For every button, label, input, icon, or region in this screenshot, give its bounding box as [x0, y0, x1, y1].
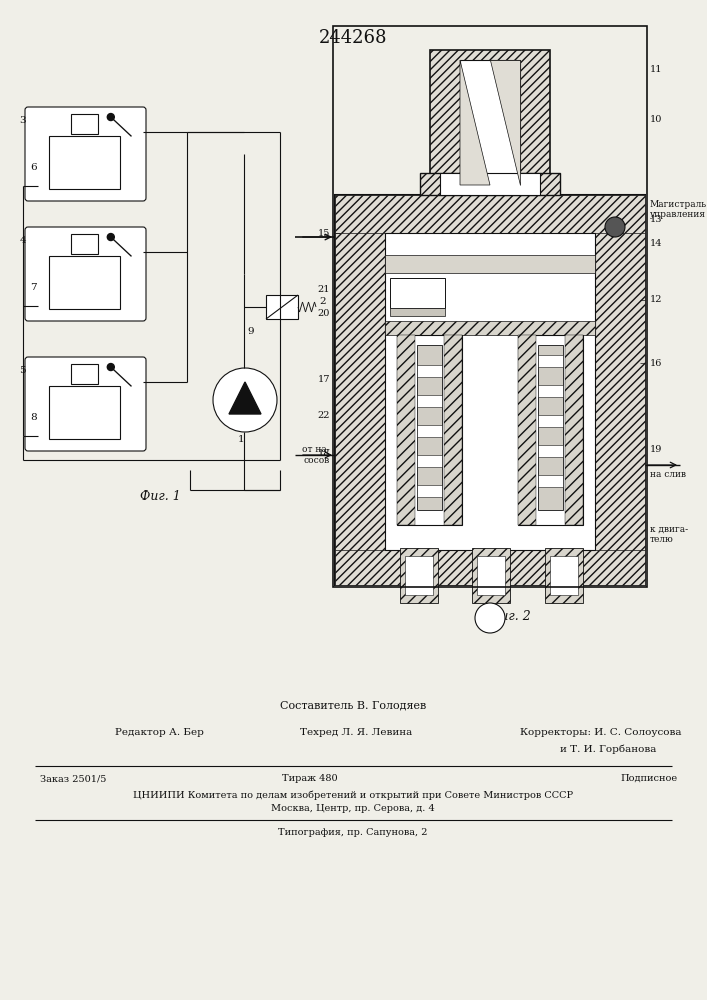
Text: 16: 16 [650, 359, 662, 367]
Circle shape [107, 234, 115, 241]
Bar [49, 386, 120, 439]
Text: 3: 3 [19, 116, 26, 125]
Circle shape [107, 364, 115, 371]
Bar [518, 335, 536, 525]
Bar [400, 548, 438, 603]
Bar [538, 345, 563, 510]
Bar [444, 335, 462, 525]
Text: 13: 13 [650, 216, 662, 225]
Text: и Т. И. Горбанова: и Т. И. Горбанова [560, 745, 656, 754]
Bar [417, 365, 442, 377]
Bar [538, 355, 563, 367]
Bar [417, 425, 442, 437]
Text: Типография, пр. Сапунова, 2: Типография, пр. Сапунова, 2 [279, 828, 428, 837]
Bar [49, 136, 120, 189]
Bar [430, 50, 550, 195]
FancyBboxPatch shape [25, 357, 146, 451]
Bar [71, 364, 98, 384]
Bar [460, 60, 520, 185]
Bar [390, 308, 445, 316]
Text: 10: 10 [650, 115, 662, 124]
Bar [385, 233, 595, 550]
Text: на слив: на слив [650, 470, 686, 479]
Text: 12: 12 [650, 296, 662, 304]
Bar [333, 26, 647, 587]
Text: 18: 18 [317, 448, 330, 458]
Bar [417, 485, 442, 497]
Bar [49, 256, 120, 309]
Bar [335, 195, 645, 585]
Text: 14: 14 [650, 238, 662, 247]
Text: 15: 15 [317, 229, 330, 237]
Text: 2: 2 [319, 297, 326, 306]
Bar [405, 556, 433, 595]
Bar [390, 278, 445, 308]
Text: к двига-
телю: к двига- телю [650, 525, 688, 544]
Text: Заказ 2501/5: Заказ 2501/5 [40, 774, 106, 783]
Bar [385, 321, 595, 335]
Bar [71, 234, 98, 254]
Bar [595, 195, 645, 585]
Text: от на-
сосов: от на- сосов [303, 445, 330, 465]
Text: Составитель В. Голодяев: Составитель В. Голодяев [280, 700, 426, 710]
Bar [335, 195, 645, 233]
Bar [417, 455, 442, 467]
Text: 20: 20 [317, 308, 330, 318]
Bar [420, 173, 560, 195]
Text: 22: 22 [317, 410, 330, 420]
Bar [518, 335, 583, 525]
Bar [538, 475, 563, 487]
Bar [385, 255, 595, 273]
Bar [397, 335, 462, 525]
Text: Техред Л. Я. Левина: Техред Л. Я. Левина [300, 728, 412, 737]
Text: 8: 8 [30, 413, 37, 422]
Text: 11: 11 [650, 66, 662, 75]
Bar [565, 335, 583, 525]
Circle shape [605, 217, 625, 237]
Circle shape [475, 603, 505, 633]
Bar [477, 556, 505, 595]
Text: ЦНИИПИ Комитета по делам изобретений и открытий при Совете Министров СССР: ЦНИИПИ Комитета по делам изобретений и о… [133, 790, 573, 800]
Text: 244268: 244268 [319, 29, 387, 47]
FancyBboxPatch shape [25, 107, 146, 201]
Text: 7: 7 [30, 283, 37, 292]
Text: Редактор А. Бер: Редактор А. Бер [115, 728, 204, 737]
Text: 19: 19 [650, 446, 662, 454]
Bar [538, 385, 563, 397]
Bar [550, 556, 578, 595]
Bar [440, 173, 540, 195]
Text: Москва, Центр, пр. Серова, д. 4: Москва, Центр, пр. Серова, д. 4 [271, 804, 435, 813]
Text: Тираж 480: Тираж 480 [282, 774, 338, 783]
Bar [266, 295, 298, 319]
Text: Фиг. 2: Фиг. 2 [490, 610, 530, 623]
Text: 6: 6 [30, 163, 37, 172]
Text: 9: 9 [247, 328, 254, 336]
Bar [545, 548, 583, 603]
Polygon shape [460, 60, 490, 185]
Circle shape [107, 114, 115, 121]
Bar [397, 335, 415, 525]
Bar [417, 345, 442, 510]
Text: 4: 4 [19, 236, 26, 245]
Circle shape [213, 368, 277, 432]
Text: 1: 1 [238, 435, 245, 444]
Text: Корректоры: И. С. Солоусова: Корректоры: И. С. Солоусова [520, 728, 682, 737]
Text: Подписное: Подписное [620, 774, 677, 783]
FancyBboxPatch shape [25, 227, 146, 321]
Text: 21: 21 [317, 286, 330, 294]
Bar [538, 445, 563, 457]
Text: Фиг. 1: Фиг. 1 [139, 490, 180, 503]
Bar [472, 548, 510, 603]
Bar [538, 415, 563, 427]
Polygon shape [490, 60, 520, 185]
Bar [417, 395, 442, 407]
Text: 5: 5 [19, 366, 26, 375]
Bar [71, 114, 98, 134]
Bar [335, 195, 385, 585]
Text: Магистраль
управления: Магистраль управления [650, 200, 707, 219]
Text: 17: 17 [317, 375, 330, 384]
Polygon shape [229, 382, 261, 414]
Bar [335, 550, 645, 585]
